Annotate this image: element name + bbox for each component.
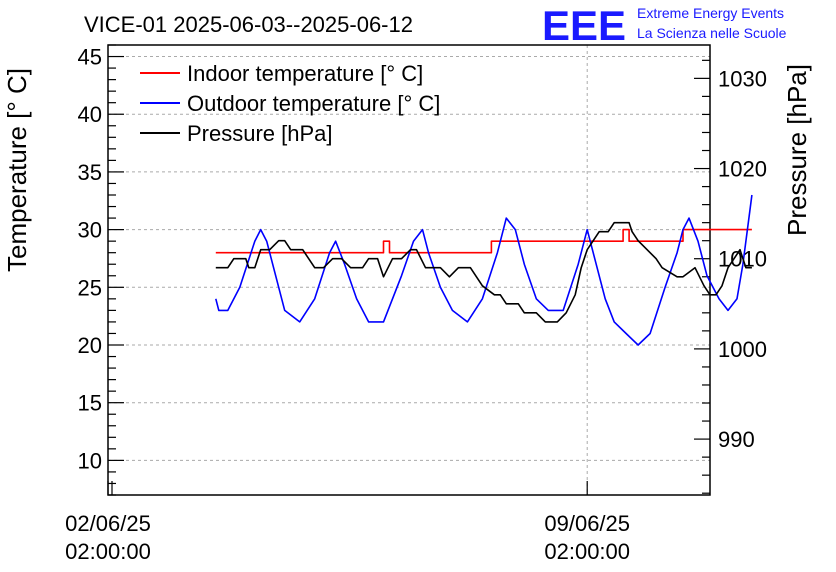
x-tick-label-time: 02:00:00	[544, 539, 630, 564]
legend: Indoor temperature [° C] Outdoor temperat…	[140, 61, 440, 146]
y-right-tick-label: 1020	[718, 157, 767, 182]
y-right-axis-title: Pressure [hPa]	[782, 64, 812, 236]
grid	[108, 45, 710, 495]
logo-line1: Extreme Energy Events	[637, 5, 784, 21]
y-left-tick-label: 30	[78, 218, 102, 243]
plot-border	[107, 44, 711, 496]
y-right-tick-label: 1030	[718, 66, 767, 91]
eee-logo: EEE Extreme Energy Events La Scienza nel…	[542, 2, 787, 49]
y-left-tick-label: 40	[78, 102, 102, 127]
y-left-axis-title: Temperature [° C]	[2, 68, 32, 272]
legend-label-2: Pressure [hPa]	[187, 121, 333, 146]
y-left-tick-label: 10	[78, 448, 102, 473]
y-right-tick-label: 1000	[718, 337, 767, 362]
chart-title: VICE-01 2025-06-03--2025-06-12	[84, 12, 413, 37]
x-tick-label-date: 09/06/25	[544, 511, 630, 536]
left-axis: 10 15 20 25 30 35 40 45	[78, 44, 124, 496]
legend-label-0: Indoor temperature [° C]	[187, 61, 423, 86]
y-left-tick-label: 35	[78, 160, 102, 185]
legend-label-1: Outdoor temperature [° C]	[187, 91, 440, 116]
series-line-0	[215, 228, 752, 254]
y-left-tick-label: 25	[78, 275, 102, 300]
x-tick-label-date: 02/06/25	[65, 511, 151, 536]
y-left-tick-label: 15	[78, 391, 102, 416]
y-right-tick-label: 990	[718, 427, 755, 452]
x-axis: 02/06/25 02:00:00 09/06/25 02:00:00	[65, 481, 630, 564]
plot-frame	[107, 44, 711, 496]
x-tick-label-time: 02:00:00	[65, 539, 151, 564]
y-left-tick-label: 20	[78, 333, 102, 358]
logo-line2: La Scienza nelle Scuole	[637, 25, 787, 41]
series-lines	[215, 194, 753, 346]
y-left-tick-label: 45	[78, 45, 102, 70]
series-line-2	[215, 221, 752, 323]
series-line-1	[215, 194, 753, 346]
logo-mark: EEE	[542, 2, 626, 49]
